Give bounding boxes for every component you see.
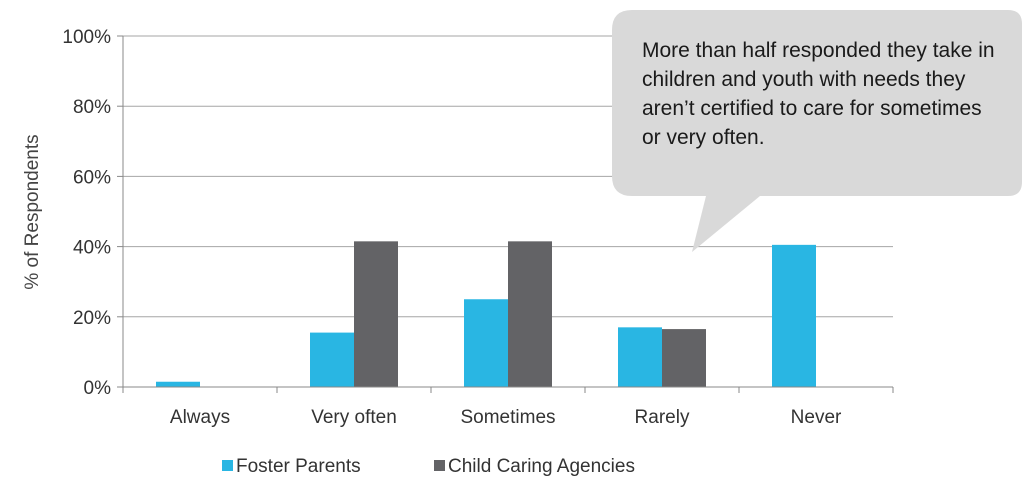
- legend-swatch: [434, 460, 445, 471]
- y-tick-label: 0%: [84, 378, 112, 399]
- legend-swatch: [222, 460, 233, 471]
- bar-foster-parents: [772, 244, 816, 387]
- y-tick-label: 40%: [73, 238, 111, 259]
- legend-label: Foster Parents: [236, 456, 361, 477]
- axes: [117, 35, 894, 393]
- legend-label: Child Caring Agencies: [448, 456, 635, 477]
- y-tick-labels: 0% 20% 40% 60% 80% 100%: [62, 27, 111, 399]
- bar-foster-parents: [310, 332, 354, 387]
- callout-text: More than half responded they take in ch…: [642, 39, 995, 149]
- x-tick-label: Never: [791, 407, 842, 428]
- x-tick-label: Sometimes: [460, 407, 555, 428]
- legend: Foster Parents Child Caring Agencies: [222, 456, 635, 477]
- bar-child-caring-agencies: [662, 329, 706, 387]
- y-tick-label: 80%: [73, 97, 111, 118]
- bar-child-caring-agencies: [354, 241, 398, 387]
- x-tick-label: Always: [170, 407, 230, 428]
- x-tick-labels: Always Very often Sometimes Rarely Never: [170, 407, 842, 428]
- y-tick-label: 100%: [62, 27, 111, 48]
- bar-foster-parents: [156, 381, 200, 387]
- callout-shape: [612, 10, 1022, 252]
- x-tick-label: Very often: [311, 407, 397, 428]
- y-tick-label: 20%: [73, 308, 111, 329]
- x-tick-label: Rarely: [635, 407, 690, 428]
- y-tick-label: 60%: [73, 167, 111, 188]
- y-axis-title: % of Respondents: [22, 134, 43, 289]
- bar-foster-parents: [618, 327, 662, 387]
- bar-child-caring-agencies: [508, 241, 552, 387]
- bars: [156, 241, 816, 387]
- bar-foster-parents: [464, 299, 508, 387]
